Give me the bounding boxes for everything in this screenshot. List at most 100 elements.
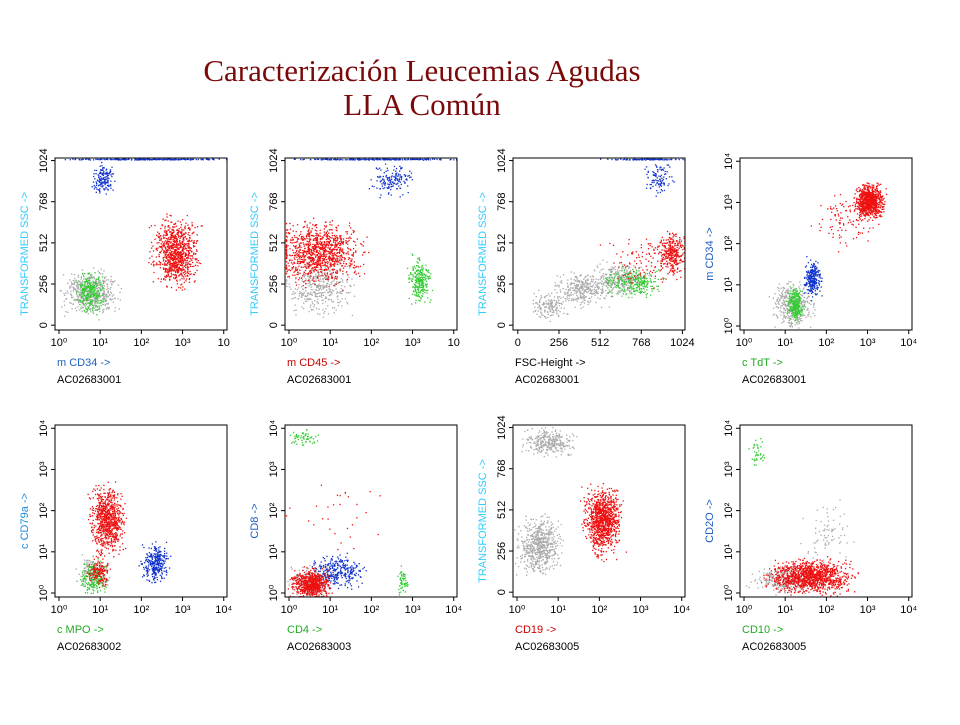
event-dot <box>289 255 290 256</box>
event-dot <box>89 281 90 282</box>
event-dot <box>430 159 431 160</box>
event-dot <box>94 302 95 303</box>
event-dot <box>418 292 419 293</box>
event-dot <box>545 309 546 310</box>
event-dot <box>288 265 289 266</box>
event-dot <box>167 250 168 251</box>
event-dot <box>165 279 166 280</box>
event-dot <box>71 287 72 288</box>
event-dot <box>309 241 310 242</box>
event-dot <box>574 279 575 280</box>
event-dot <box>333 257 334 258</box>
event-dot <box>307 257 308 258</box>
event-dot <box>175 238 176 239</box>
event-dot <box>119 159 120 160</box>
event-dot <box>377 159 378 160</box>
event-dot <box>307 241 308 242</box>
event-dot <box>150 159 151 160</box>
event-dot <box>161 159 162 160</box>
event-dot <box>648 275 649 276</box>
event-dot <box>75 280 76 281</box>
event-dot <box>639 289 640 290</box>
event-dot <box>333 272 334 273</box>
event-dot <box>148 262 149 263</box>
event-dot <box>573 298 574 299</box>
event-dot <box>581 296 582 297</box>
event-dot <box>196 249 197 250</box>
event-dot <box>198 260 199 261</box>
event-dot <box>336 235 337 236</box>
event-dot <box>97 290 98 291</box>
event-dot <box>164 227 165 228</box>
event-dot <box>168 244 169 245</box>
event-dot <box>652 288 653 289</box>
event-dot <box>653 281 654 282</box>
event-dot <box>290 229 291 230</box>
event-dot <box>550 303 551 304</box>
event-dot <box>317 267 318 268</box>
event-dot <box>546 304 547 305</box>
event-dot <box>299 243 300 244</box>
event-dot <box>372 159 373 160</box>
event-dot <box>327 266 328 267</box>
event-dot <box>323 295 324 296</box>
event-dot <box>179 236 180 237</box>
event-dot <box>387 183 388 184</box>
event-dot <box>180 232 181 233</box>
event-dot <box>314 254 315 255</box>
event-dot <box>578 280 579 281</box>
event-dot <box>411 303 412 304</box>
x-tick-label: 10 <box>218 337 230 349</box>
event-dot <box>599 263 600 264</box>
event-dot <box>619 275 620 276</box>
event-dot <box>169 159 170 160</box>
event-dot <box>313 271 314 272</box>
event-dot <box>169 279 170 280</box>
event-dot <box>318 287 319 288</box>
event-dot <box>299 295 300 296</box>
event-dot <box>305 296 306 297</box>
event-dot <box>311 235 312 236</box>
event-dot <box>418 275 419 276</box>
event-dot <box>100 169 101 170</box>
event-dot <box>316 230 317 231</box>
event-dot <box>168 220 169 221</box>
event-dot <box>175 272 176 273</box>
event-dot <box>334 278 335 279</box>
event-dot <box>171 254 172 255</box>
event-dot <box>298 247 299 248</box>
event-dot <box>622 284 623 285</box>
event-dot <box>647 273 648 274</box>
event-cloud <box>286 159 458 319</box>
event-dot <box>173 237 174 238</box>
event-dot <box>403 181 404 182</box>
event-dot <box>100 290 101 291</box>
event-dot <box>623 291 624 292</box>
event-dot <box>387 187 388 188</box>
event-dot <box>94 185 95 186</box>
event-dot <box>597 267 598 268</box>
event-dot <box>304 245 305 246</box>
event-dot <box>396 173 397 174</box>
event-dot <box>200 159 201 160</box>
event-dot <box>71 284 72 285</box>
event-dot <box>77 288 78 289</box>
event-dot <box>343 241 344 242</box>
event-dot <box>103 281 104 282</box>
event-dot <box>100 297 101 298</box>
event-dot <box>173 247 174 248</box>
event-dot <box>377 169 378 170</box>
event-dot <box>179 240 180 241</box>
event-dot <box>213 159 214 160</box>
event-dot <box>196 159 197 160</box>
event-dot <box>411 278 412 279</box>
event-dot <box>103 177 104 178</box>
event-dot <box>593 276 594 277</box>
event-dot <box>101 162 102 163</box>
event-dot <box>342 159 343 160</box>
event-dot <box>332 250 333 251</box>
event-dot <box>626 270 627 271</box>
event-dot <box>382 186 383 187</box>
event-dot <box>334 266 335 267</box>
event-dot <box>187 262 188 263</box>
